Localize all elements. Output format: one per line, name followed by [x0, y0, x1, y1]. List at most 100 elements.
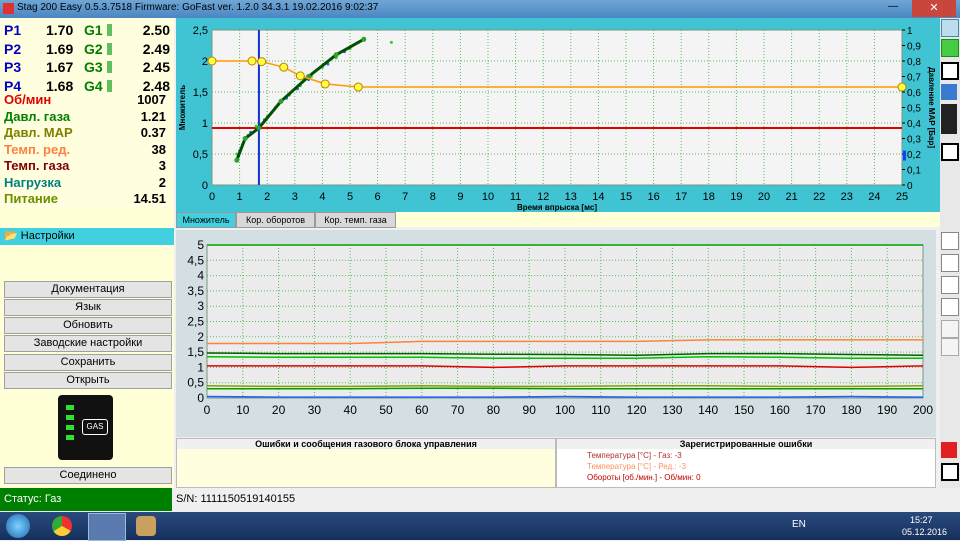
multiplier-point [247, 56, 257, 66]
settings-bar[interactable]: 📂 Настройки [0, 228, 174, 245]
gas-injector-value: 2.49 [142, 40, 170, 57]
injector-value: 1.68 [46, 77, 74, 94]
tool-button[interactable] [941, 104, 957, 134]
menu-button[interactable]: Документация [4, 281, 172, 298]
tool-button[interactable] [941, 19, 959, 37]
menu-button[interactable]: Обновить [4, 317, 172, 334]
x-tick-label: 150 [734, 403, 754, 417]
tool-button[interactable] [941, 442, 957, 458]
menu-button[interactable]: Заводские настройки [4, 335, 172, 352]
gas-injector-value: 2.50 [142, 22, 170, 38]
series-line [206, 385, 924, 388]
registered-error: Обороты [об./мин.] - Об/мин: 0 [587, 473, 701, 482]
x-tick-label: 3 [292, 191, 298, 203]
x-tick-label: 23 [841, 191, 853, 203]
browser-icon[interactable] [52, 516, 72, 536]
y2-tick-label: 0,9 [907, 42, 921, 53]
x-tick-label: 24 [868, 191, 880, 203]
errors-title: Ошибки и сообщения газового блока управл… [177, 439, 555, 449]
paint-icon[interactable] [136, 516, 156, 536]
clock-date[interactable]: 05.12.2016 [902, 527, 948, 537]
tool-button[interactable] [941, 39, 959, 57]
param-label: Питание [4, 191, 59, 206]
y-tick-label: 1,5 [187, 345, 204, 359]
y2-tick-label: 0,8 [907, 57, 921, 68]
x-tick-label: 8 [430, 191, 436, 203]
tool-button[interactable] [941, 84, 957, 100]
y-tick-label: 1,5 [193, 87, 208, 99]
menu-button[interactable]: Открыть [4, 372, 172, 389]
y-tick-label: 0 [202, 180, 208, 192]
gas-injector-value: 2.45 [142, 59, 170, 75]
app-icon [3, 3, 14, 14]
minimize-button[interactable]: — [888, 1, 898, 12]
param-label: Нагрузка [4, 174, 62, 190]
x-tick-label: 40 [344, 403, 358, 417]
title-bar: Stag 200 Easy 0.5.3.7518 Firmware: GoFas… [0, 0, 960, 18]
gas-injector-icon [107, 24, 112, 36]
fit-point [278, 98, 284, 104]
registered-errors-panel: Зарегистрированные ошибки Температура [°… [556, 438, 936, 488]
app-taskbar-icon[interactable] [88, 513, 126, 541]
menu-button[interactable]: Сохранить [4, 354, 172, 371]
y2-tick-label: 0,7 [907, 73, 921, 84]
x-tick-label: 6 [375, 191, 381, 203]
y-axis-label: Множитель [178, 85, 187, 130]
gas-injector-name: G1 [84, 22, 103, 38]
tool-button[interactable] [941, 254, 959, 272]
tool-button[interactable] [941, 143, 959, 161]
tool-button[interactable] [941, 298, 959, 316]
fit-point [234, 157, 240, 163]
x-tick-label: 1 [237, 191, 243, 203]
injector-value: 1.69 [46, 40, 74, 57]
x-tick-label: 0 [204, 403, 211, 417]
series-line [206, 395, 924, 398]
x-tick-label: 190 [877, 403, 897, 417]
map-chart: 0 1 2 3 4 5 6 7 8 9 10 11 12 13 14 15 16 17 18 19 20 21 22 23 24… [176, 18, 940, 212]
x-tick-label: 5 [347, 191, 353, 203]
language[interactable]: EN [792, 519, 806, 530]
x-tick-label: 11 [510, 191, 521, 203]
x-tick-label: 100 [555, 403, 575, 417]
y2-tick-label: 0,2 [907, 150, 921, 161]
tool-button[interactable] [941, 232, 959, 250]
series-line [207, 339, 923, 345]
gas-injector-icon [107, 79, 112, 92]
x-tick-label: 17 [675, 191, 687, 203]
x-tick-label: 22 [813, 191, 825, 203]
menu-button[interactable]: Язык [4, 299, 172, 316]
gas-icon: GAS [58, 395, 113, 460]
tab[interactable]: Кор. оборотов [236, 212, 315, 228]
tool-button[interactable] [941, 338, 959, 356]
injector-value: 1.70 [46, 22, 74, 38]
y2-tick-label: 0,4 [907, 119, 921, 130]
tab[interactable]: Множитель [176, 212, 236, 228]
fit-point [242, 136, 248, 141]
param-value: 1.21 [140, 108, 166, 124]
y-tick-label: 5 [197, 238, 204, 252]
tool-button[interactable] [941, 62, 959, 80]
tool-button[interactable] [941, 276, 959, 294]
connection-status[interactable]: Соединено [4, 467, 172, 484]
x-tick-label: 200 [913, 403, 933, 417]
tab[interactable]: Кор. темп. газа [315, 212, 396, 228]
x-tick-label: 13 [565, 191, 577, 203]
y-tick-label: 0,5 [193, 149, 208, 161]
param-value: 3 [158, 158, 166, 173]
clock-time[interactable]: 15:27 [910, 515, 933, 525]
led [66, 415, 74, 420]
errors-panel: Ошибки и сообщения газового блока управл… [176, 438, 556, 488]
start-button[interactable] [6, 514, 30, 538]
tool-button[interactable] [941, 320, 959, 338]
y2-tick-label: 0 [907, 181, 913, 192]
tool-button[interactable] [941, 463, 959, 481]
x-tick-label: 180 [841, 403, 861, 417]
y-tick-label: 3,5 [187, 284, 204, 298]
x-axis-label: Время впрыска [мс] [517, 203, 597, 212]
x-tick-label: 4 [319, 191, 325, 203]
close-button[interactable]: ✕ [912, 0, 956, 17]
settings-label: Настройки [20, 230, 75, 242]
window-title: Stag 200 Easy 0.5.3.7518 Firmware: GoFas… [17, 2, 379, 13]
x-tick-label: 130 [662, 403, 682, 417]
sample-point [389, 40, 393, 44]
